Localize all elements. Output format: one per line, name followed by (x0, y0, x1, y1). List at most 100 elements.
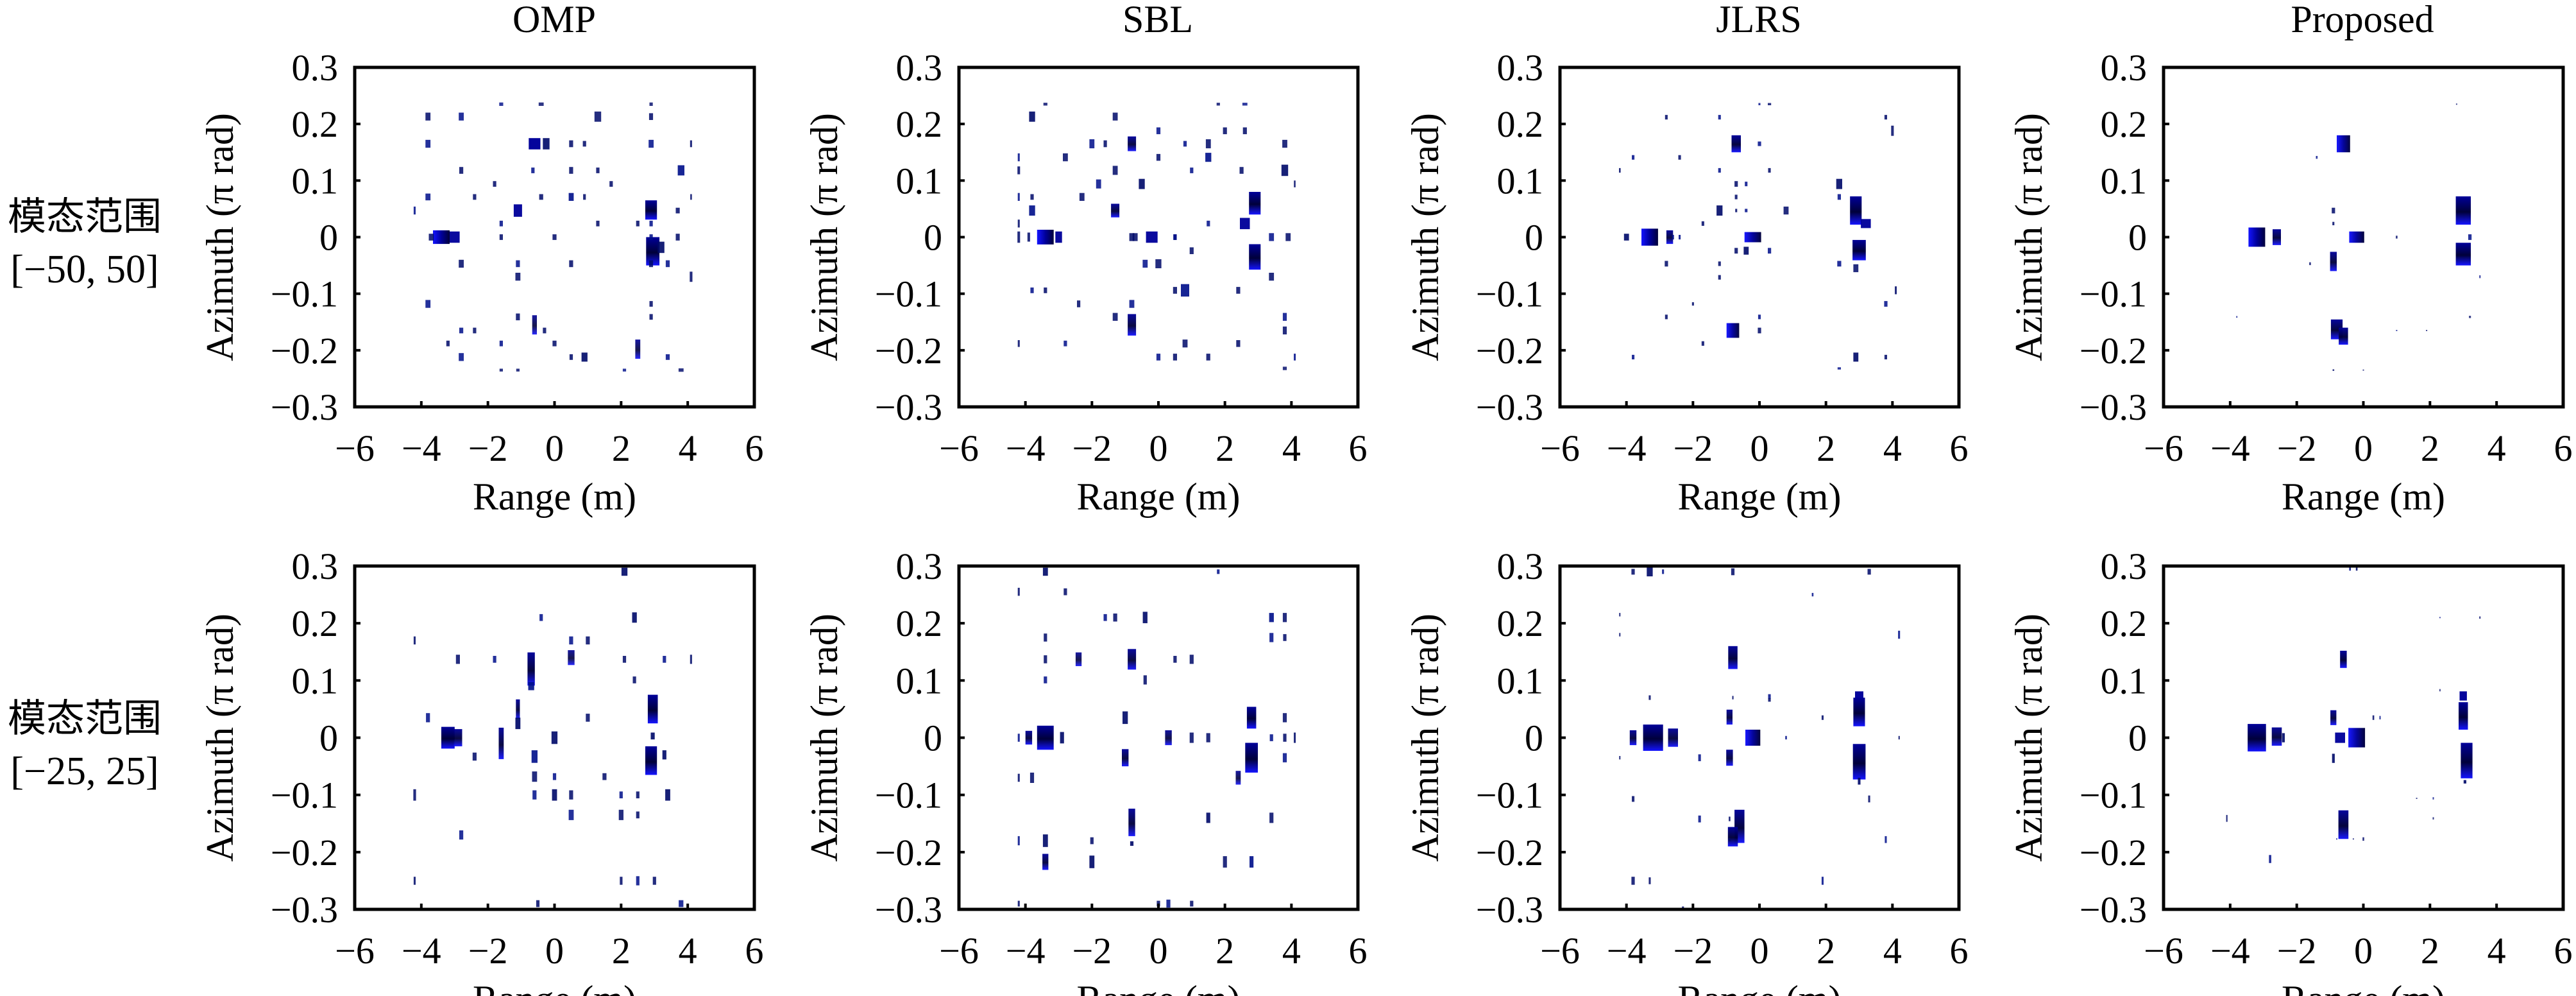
blob (2455, 103, 2457, 105)
blob (1112, 166, 1118, 175)
blob (1852, 744, 1866, 780)
blob (636, 876, 640, 886)
blob (446, 340, 450, 347)
blob (538, 102, 544, 106)
y-tick-label: −0.1 (271, 273, 338, 315)
blob (2248, 724, 2266, 751)
y-tick-label: 0.1 (2101, 660, 2148, 701)
blob (1112, 313, 1118, 321)
blob (1282, 613, 1287, 622)
blob (499, 234, 503, 240)
blob (532, 771, 538, 782)
blob (1146, 231, 1158, 243)
row-label-2: 模态范围 [−25, 25] (8, 696, 162, 793)
y-tick-label: 0.1 (1497, 660, 1544, 701)
blob (2461, 743, 2473, 778)
x-tick-label: 4 (1282, 930, 1301, 972)
y-tick-label: −0.1 (875, 273, 942, 315)
x-tick-label: 4 (2487, 427, 2506, 469)
blobs-sbl-r1 (1017, 103, 1296, 370)
blob (493, 656, 496, 663)
blob (425, 139, 431, 148)
x-tick-label: −2 (1072, 427, 1112, 469)
blob (531, 750, 538, 763)
y-tick-label: 0.1 (2101, 160, 2148, 202)
blob (516, 313, 520, 321)
blob (1837, 261, 1842, 267)
y-tick-label: −0.1 (271, 775, 338, 816)
blob (1691, 302, 1694, 306)
blob (2340, 651, 2347, 668)
y-tick-label: −0.3 (875, 386, 942, 428)
blob (493, 181, 496, 187)
blob (516, 368, 520, 372)
blob (1269, 734, 1273, 741)
blob (2271, 727, 2282, 746)
y-tick-label: 0.2 (2101, 603, 2148, 644)
blob (2332, 207, 2335, 214)
y-tick-label: 0.2 (896, 103, 943, 145)
blob (1701, 341, 1704, 346)
blob (1745, 182, 1748, 187)
blob (1698, 754, 1701, 762)
blob (1217, 569, 1220, 574)
blob (1731, 568, 1735, 576)
blob (1668, 728, 1678, 747)
blob (539, 614, 543, 621)
blob (2330, 710, 2337, 725)
blob (1884, 115, 1887, 120)
x-tick-label: 2 (612, 930, 631, 972)
blob (2396, 236, 2398, 239)
blob (1206, 354, 1210, 361)
blob (677, 165, 684, 176)
blob (1619, 633, 1621, 637)
blob (1734, 194, 1738, 200)
blob (568, 650, 575, 665)
blob (1044, 288, 1047, 293)
blob (1732, 696, 1734, 700)
blob (2362, 837, 2364, 841)
blob (1044, 676, 1047, 683)
blob (2236, 316, 2238, 318)
blob (473, 327, 477, 334)
y-tick-label: 0 (2128, 717, 2147, 759)
blob (650, 732, 655, 740)
y-tick-label: 0.2 (2101, 103, 2148, 145)
blob (1223, 127, 1227, 135)
y-tick-label: −0.2 (2080, 832, 2147, 873)
blob (1206, 812, 1210, 823)
blob (1017, 193, 1020, 201)
blob (679, 900, 684, 907)
blob (1029, 111, 1035, 122)
blob (1173, 354, 1177, 361)
blob (1891, 125, 1894, 136)
blob (1643, 725, 1663, 751)
blob (1672, 235, 1674, 240)
x-tick-label: 4 (2487, 930, 2506, 972)
blob (1173, 287, 1177, 294)
blob (636, 811, 640, 819)
x-tick-label: 6 (1950, 930, 1969, 972)
blob (1632, 796, 1635, 802)
blob (2355, 567, 2358, 571)
blob (1155, 259, 1162, 268)
blob (583, 194, 586, 200)
blob (618, 809, 623, 820)
y-tick-label: 0.2 (1497, 103, 1544, 145)
blob (1623, 234, 1629, 241)
blob (649, 234, 653, 240)
y-tick-label: −0.1 (875, 775, 942, 816)
blob (2248, 227, 2266, 247)
y-tick-label: −0.2 (1476, 832, 1543, 873)
blob (543, 138, 550, 150)
blob (1029, 205, 1035, 216)
blob (425, 193, 431, 201)
blobs-proposed-r1 (2236, 103, 2481, 371)
blob (1758, 327, 1761, 334)
blob (1716, 205, 1723, 216)
blob (1156, 354, 1161, 361)
blob (1206, 733, 1210, 743)
blob (622, 656, 627, 663)
y-tick-label: −0.2 (271, 832, 338, 873)
blob (1242, 127, 1247, 135)
